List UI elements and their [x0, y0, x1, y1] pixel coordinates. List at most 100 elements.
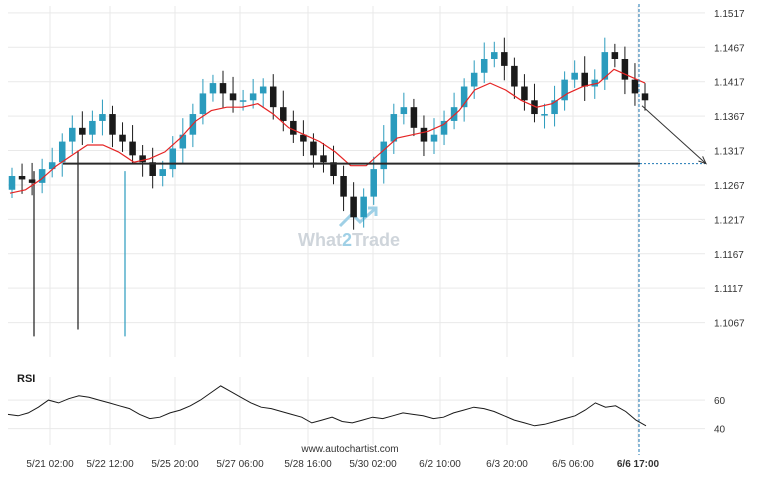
- time-tick-label: 5/28 16:00: [284, 459, 332, 470]
- candle-body: [119, 134, 126, 142]
- rsi-tick-label: 60: [714, 396, 726, 407]
- watermark-word-right: Trade: [352, 230, 400, 250]
- candle-body: [209, 83, 217, 94]
- watermark-text: What2Trade: [298, 230, 400, 250]
- watermark-arrow-icon: [338, 206, 377, 228]
- candle-body: [48, 162, 56, 170]
- candle-body: [290, 120, 297, 135]
- price-tick-label: 1.1167: [714, 250, 744, 261]
- candle-body: [460, 86, 468, 108]
- candle-body: [179, 134, 187, 149]
- candle-body: [249, 93, 257, 101]
- price-tick-label: 1.1417: [714, 78, 745, 89]
- moving-average-line: [9, 68, 646, 194]
- candle-body: [229, 93, 237, 101]
- candle-body: [219, 83, 227, 94]
- candle-body: [440, 120, 448, 135]
- candle-body: [390, 114, 398, 142]
- candle-body: [239, 100, 247, 102]
- candles: [8, 37, 649, 337]
- candle-body: [269, 86, 277, 108]
- time-tick-label: 6/2 10:00: [419, 459, 461, 470]
- candle-body: [129, 141, 136, 156]
- candle-body: [370, 169, 377, 197]
- price-tick-label: 1.1317: [714, 147, 745, 158]
- candle-body: [641, 93, 649, 101]
- rsi-line: [7, 385, 647, 427]
- candle-body: [89, 120, 96, 135]
- candle-body: [320, 155, 327, 163]
- candle-body: [350, 196, 357, 218]
- candle-body: [380, 141, 388, 170]
- candle-body: [28, 179, 36, 183]
- time-tick-label-current: 6/6 17:00: [617, 459, 660, 470]
- candle-body: [450, 107, 458, 121]
- candle-body: [400, 107, 408, 115]
- candle-body: [410, 107, 418, 128]
- projection-arrow-line: [641, 105, 707, 164]
- candle-body: [631, 79, 639, 94]
- price-tick-label: 1.1067: [714, 319, 745, 330]
- candle-body: [561, 79, 568, 101]
- candle-body: [259, 86, 267, 94]
- price-tick-label: 1.1517: [714, 9, 745, 20]
- candle-body: [470, 72, 478, 87]
- watermark-digit: 2: [342, 230, 352, 250]
- time-tick-label: 5/22 12:00: [86, 459, 134, 470]
- watermark-arrowhead-icon: [368, 206, 378, 216]
- watermark-logo: What2Trade: [298, 206, 400, 250]
- candle-body: [330, 162, 337, 176]
- candle-body: [521, 86, 528, 101]
- candle-body: [310, 141, 317, 156]
- price-tick-label: 1.1367: [714, 112, 745, 123]
- rsi-tick-label: 40: [714, 425, 726, 436]
- price-axis-labels: 1.1517 1.1467 1.1417 1.1367 1.1317 1.1267 1.12…: [714, 9, 745, 330]
- price-tick-label: 1.1217: [714, 215, 745, 226]
- candle-body: [58, 141, 66, 163]
- candle-body: [69, 127, 76, 142]
- candle-body: [139, 155, 146, 163]
- candle-body: [601, 52, 609, 80]
- moving-average-group: [9, 68, 646, 194]
- candle-body: [18, 175, 26, 180]
- watermark-word-left: What: [298, 230, 342, 250]
- rsi-axis-labels: 60 40: [714, 396, 726, 436]
- candle-body: [79, 127, 86, 135]
- candle-body: [531, 100, 538, 115]
- candle-body: [99, 114, 106, 121]
- candle-body: [360, 196, 367, 218]
- candle-body: [541, 114, 548, 116]
- price-tick-label: 1.1117: [714, 284, 744, 295]
- time-tick-label: 5/21 02:00: [26, 459, 74, 470]
- candle-body: [109, 114, 116, 135]
- candle-body: [581, 72, 588, 87]
- candle-body: [591, 79, 599, 87]
- time-tick-label: 5/25 20:00: [151, 459, 199, 470]
- candle-body: [169, 148, 177, 170]
- candle-body: [420, 127, 428, 142]
- rsi-label: RSI: [17, 373, 35, 385]
- candle-body: [280, 107, 287, 121]
- candle-body: [430, 134, 438, 142]
- candle-body: [611, 52, 619, 59]
- projection-group: [638, 4, 707, 455]
- candle-body: [38, 169, 46, 183]
- time-tick-label: 6/3 20:00: [486, 459, 528, 470]
- candle-body: [8, 175, 16, 190]
- time-axis-labels: 5/21 02:00 5/22 12:00 5/25 20:00 5/27 06:00…: [26, 459, 659, 470]
- candle-body: [199, 93, 207, 115]
- candle-body: [149, 162, 156, 176]
- time-tick-label: 5/27 06:00: [216, 459, 264, 470]
- candle-body: [621, 58, 629, 80]
- candle-body: [480, 58, 488, 73]
- price-tick-label: 1.1467: [714, 43, 745, 54]
- price-tick-label: 1.1267: [714, 181, 745, 192]
- grid-lines: [8, 6, 705, 445]
- candle-body: [571, 72, 578, 80]
- candle-body: [491, 52, 498, 59]
- candle-body: [501, 52, 508, 66]
- rsi-group: [7, 385, 647, 427]
- candle-body: [340, 175, 347, 197]
